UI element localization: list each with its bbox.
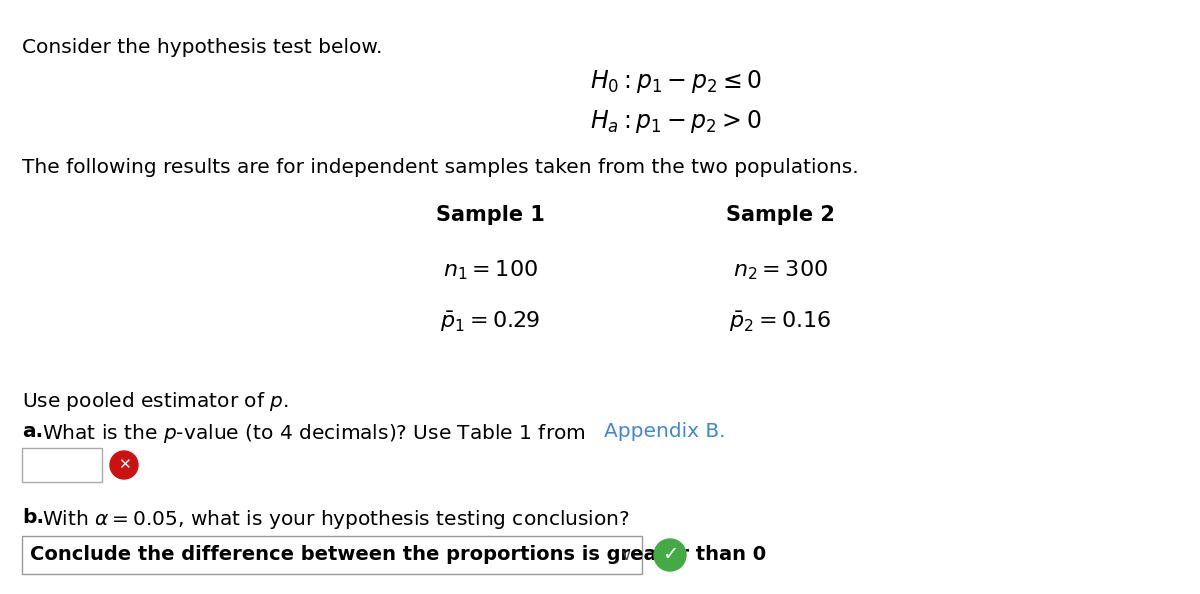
FancyBboxPatch shape [22,536,642,574]
Text: Conclude the difference between the proportions is greater than 0: Conclude the difference between the prop… [30,545,766,564]
Circle shape [110,451,138,479]
Text: b.: b. [22,508,44,527]
Text: ✓: ✓ [662,545,678,564]
Text: ✕: ✕ [118,457,131,472]
Text: Consider the hypothesis test below.: Consider the hypothesis test below. [22,38,383,57]
Text: Sample 1: Sample 1 [436,205,545,225]
Text: $\bar{p}_2 = 0.16$: $\bar{p}_2 = 0.16$ [728,310,832,334]
FancyBboxPatch shape [22,448,102,482]
Text: Use pooled estimator of $p$.: Use pooled estimator of $p$. [22,390,288,413]
Text: $n_2 = 300$: $n_2 = 300$ [732,258,828,282]
Text: ∨: ∨ [620,548,631,563]
Text: $H_a : p_1 - p_2 > 0$: $H_a : p_1 - p_2 > 0$ [590,108,762,135]
Text: With $\alpha = 0.05$, what is your hypothesis testing conclusion?: With $\alpha = 0.05$, what is your hypot… [42,508,630,531]
Text: $n_1 = 100$: $n_1 = 100$ [443,258,538,282]
Text: $\bar{p}_1 = 0.29$: $\bar{p}_1 = 0.29$ [439,310,540,334]
Text: Appendix B.: Appendix B. [604,422,726,441]
Text: The following results are for independent samples taken from the two populations: The following results are for independen… [22,158,859,177]
Text: a.: a. [22,422,43,441]
Text: $H_0 : p_1 - p_2 \leq 0$: $H_0 : p_1 - p_2 \leq 0$ [590,68,762,95]
Text: What is the $p$-value (to 4 decimals)? Use Table 1 from: What is the $p$-value (to 4 decimals)? U… [42,422,587,445]
Text: Sample 2: Sample 2 [726,205,834,225]
Circle shape [654,539,686,571]
